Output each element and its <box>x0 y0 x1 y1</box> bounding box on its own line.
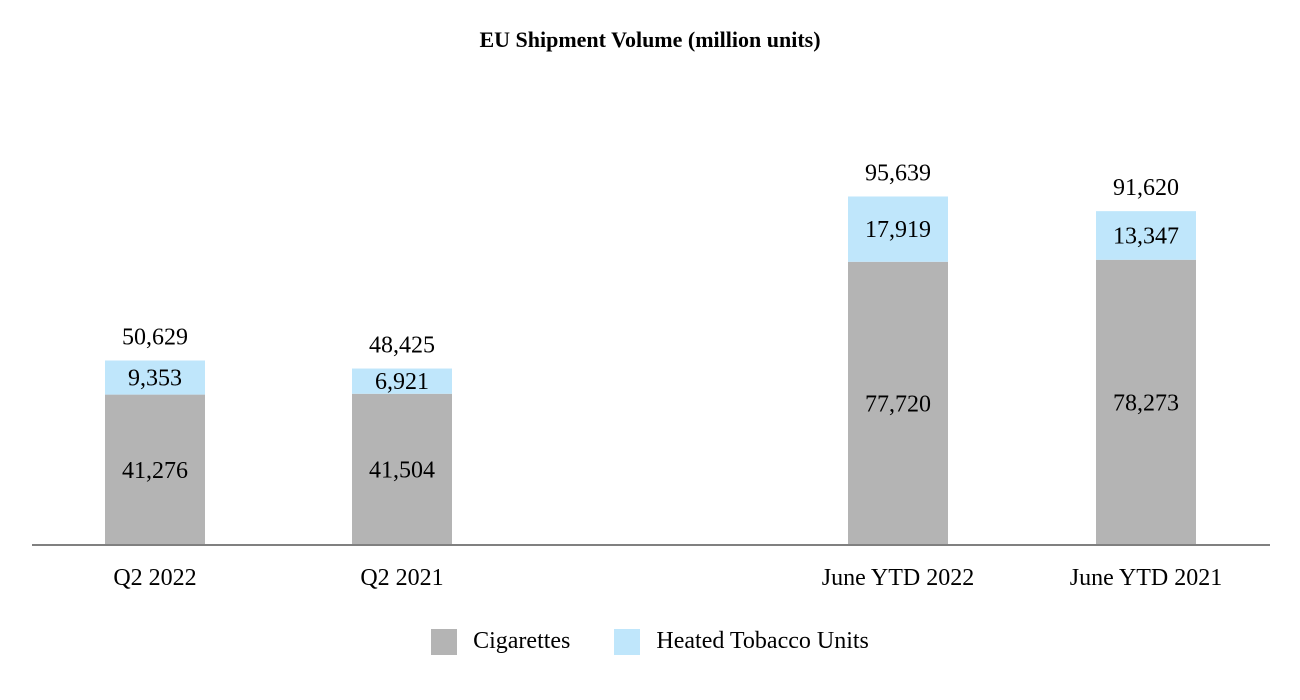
legend-item-cigarettes: Cigarettes <box>431 628 570 655</box>
legend-label-cigarettes: Cigarettes <box>473 628 571 654</box>
data-label-cigarettes: 77,720 <box>865 391 931 417</box>
data-label-heated-tobacco: 9,353 <box>128 366 182 392</box>
bar-segment-cigarettes <box>105 394 205 545</box>
total-label: 50,629 <box>122 325 188 351</box>
bar-segment-heated-tobacco <box>105 360 205 395</box>
data-label-cigarettes: 78,273 <box>1113 390 1179 416</box>
total-label: 48,425 <box>369 333 435 359</box>
x-tick-label: Q2 2021 <box>360 565 443 591</box>
data-label-heated-tobacco: 13,347 <box>1113 223 1179 249</box>
bar-segment-heated-tobacco <box>352 368 452 394</box>
chart-title: EU Shipment Volume (million units) <box>479 27 821 52</box>
data-label-cigarettes: 41,276 <box>122 458 188 484</box>
x-tick-label: Q2 2022 <box>113 565 196 591</box>
data-label-cigarettes: 41,504 <box>369 457 435 483</box>
legend-swatch-heated-tobacco <box>614 628 641 655</box>
bar-segment-cigarettes <box>352 393 452 545</box>
data-label-heated-tobacco: 6,921 <box>375 369 429 395</box>
bar-segment-heated-tobacco <box>848 196 948 262</box>
x-tick-label: June YTD 2021 <box>1070 565 1222 591</box>
x-tick-label: June YTD 2022 <box>822 565 974 591</box>
chart-legend: Cigarettes Heated Tobacco Units <box>0 628 1300 655</box>
total-label: 91,620 <box>1113 175 1179 201</box>
legend-label-heated-tobacco: Heated Tobacco Units <box>656 628 869 654</box>
bar-segment-cigarettes <box>848 261 948 545</box>
bar-segment-cigarettes <box>1096 259 1196 545</box>
total-label: 95,639 <box>865 160 931 186</box>
data-label-heated-tobacco: 17,919 <box>865 217 931 243</box>
legend-item-heated-tobacco: Heated Tobacco Units <box>614 628 869 655</box>
bar-segment-heated-tobacco <box>1096 211 1196 260</box>
legend-swatch-cigarettes <box>431 628 458 655</box>
